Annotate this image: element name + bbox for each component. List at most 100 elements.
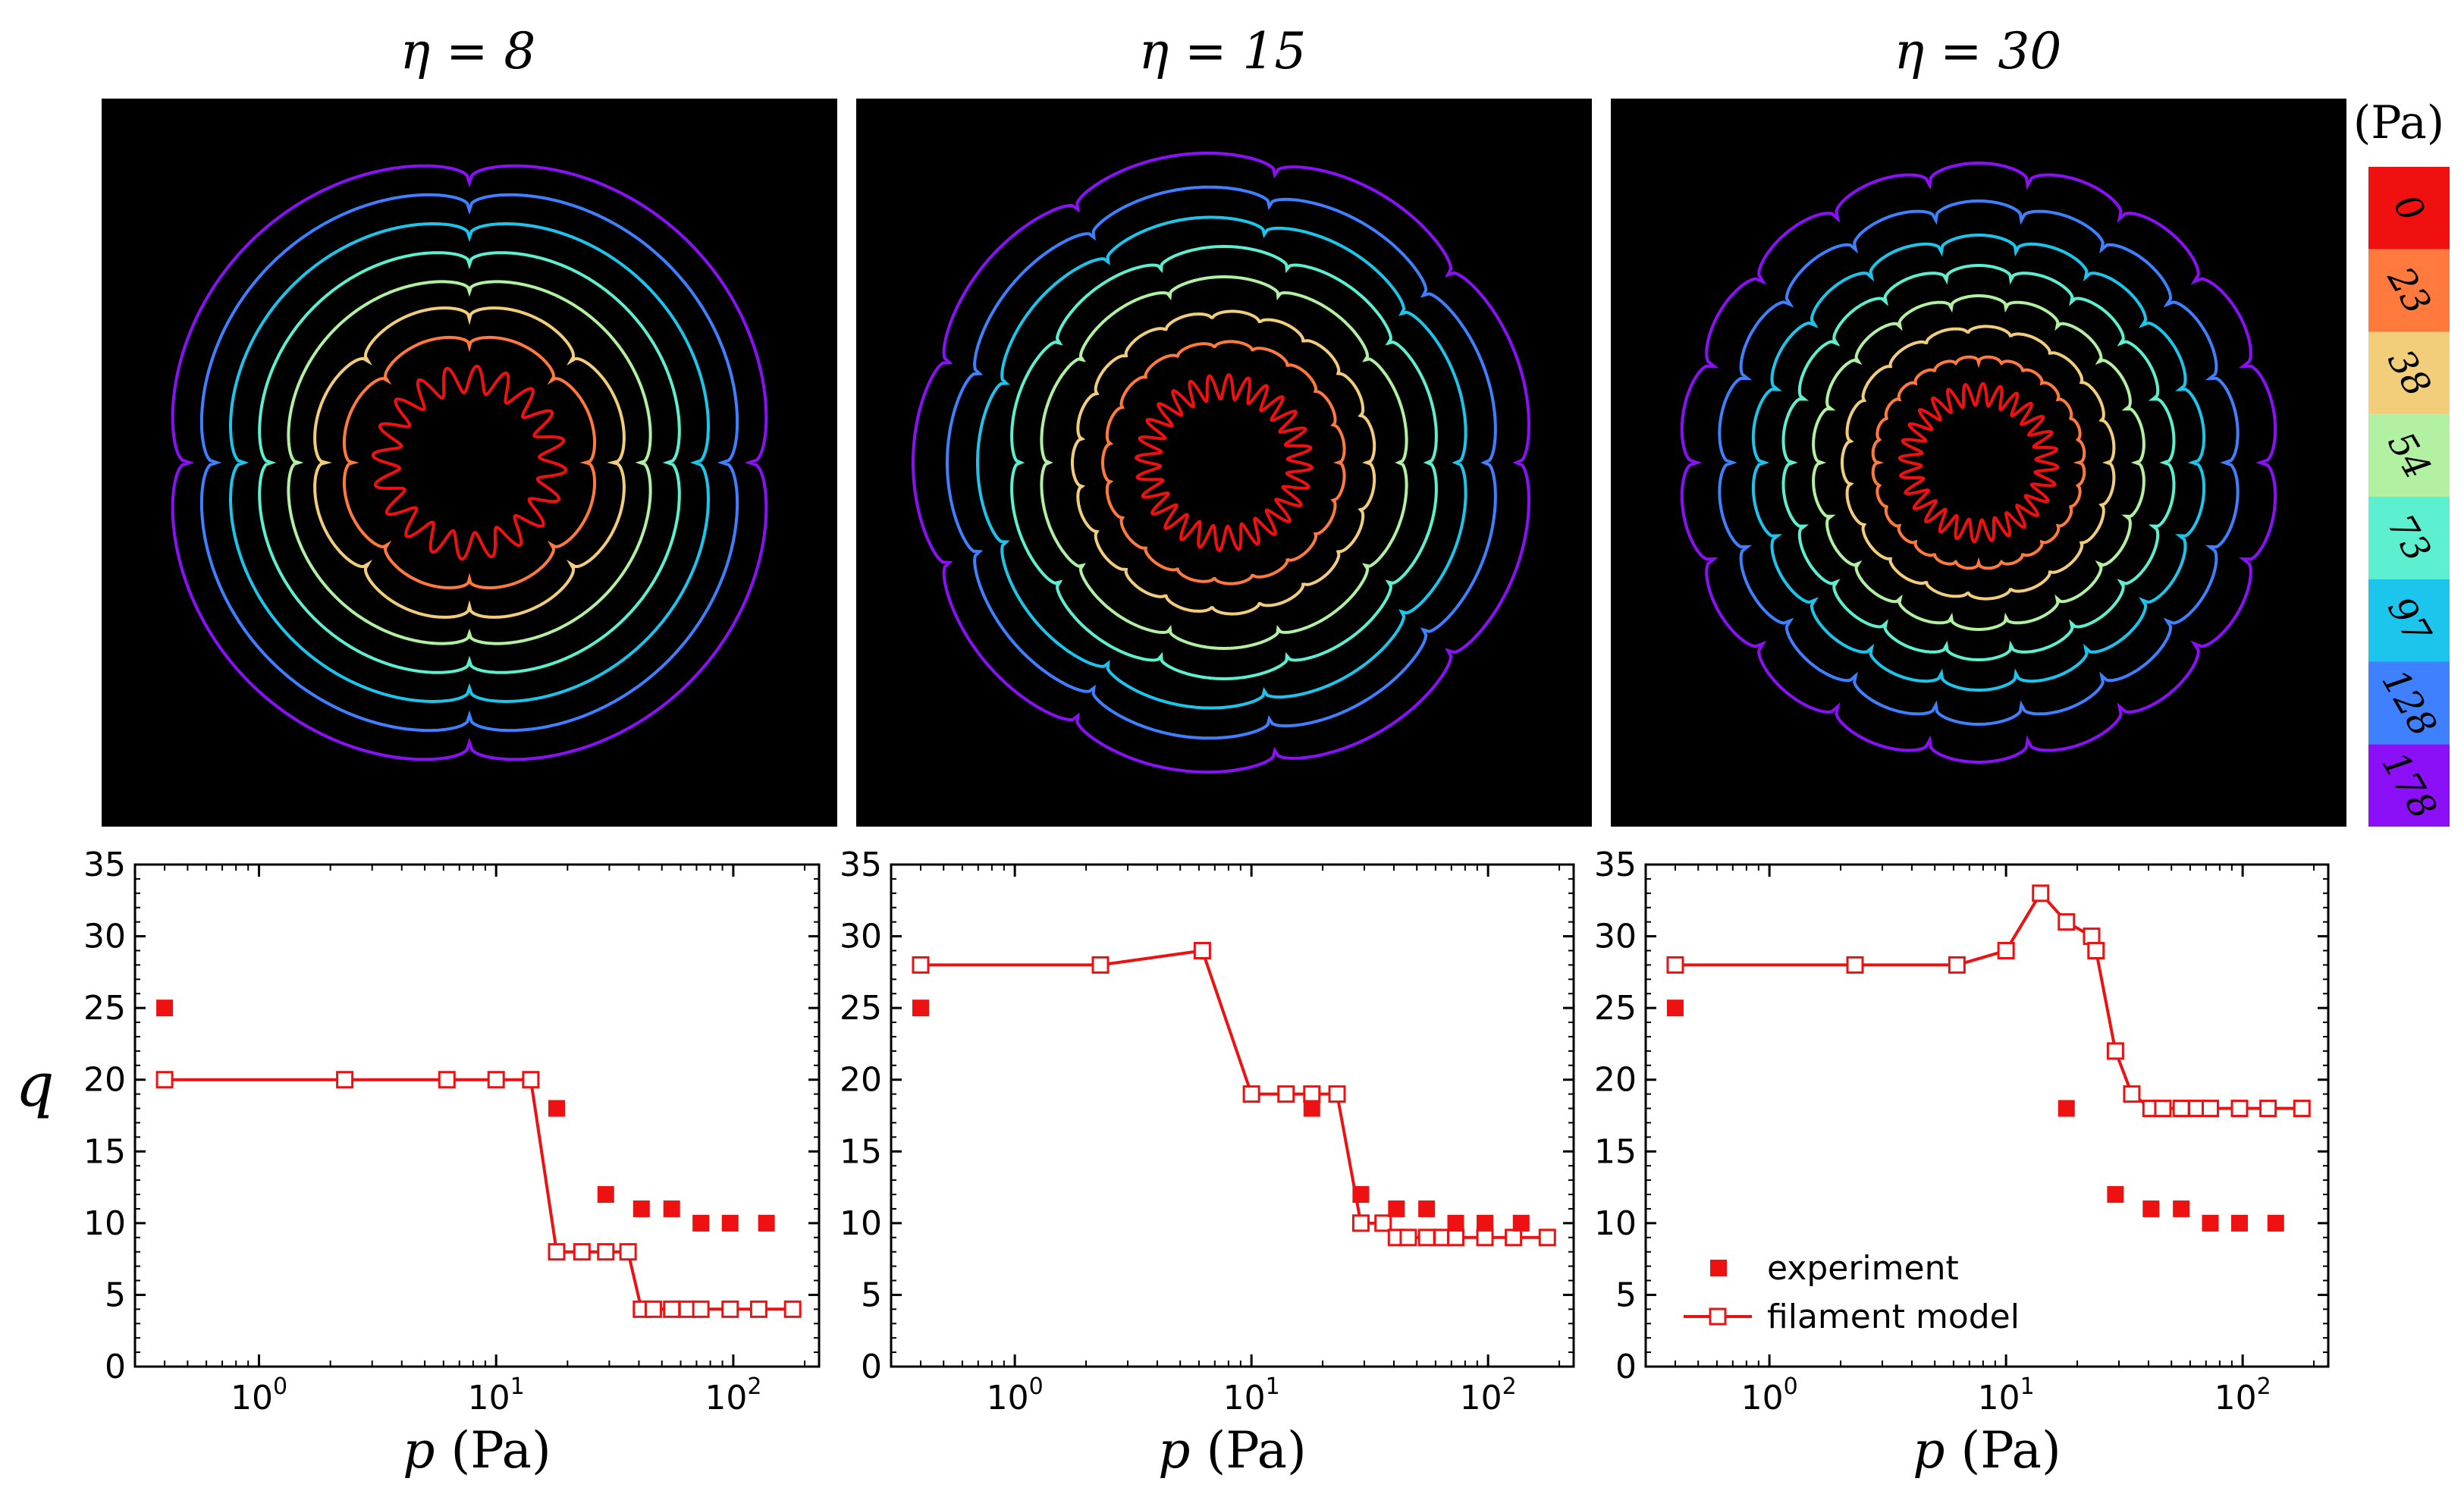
x-axis-label: p (Pa): [1158, 1421, 1307, 1480]
y-tick-label: 0: [861, 1348, 882, 1386]
x-tick-label: 101: [468, 1373, 525, 1417]
filament-contour: [1010, 245, 1438, 680]
image-panel-eta-15: [856, 99, 1592, 827]
filament-contour: [1101, 340, 1346, 585]
y-tick-label: 30: [840, 918, 882, 956]
experiment-point: [1512, 1214, 1530, 1232]
y-tick-label: 5: [105, 1276, 126, 1314]
y-axis-label: q: [15, 1050, 54, 1120]
filament-contour: [171, 164, 768, 761]
filament-contour: [1897, 381, 2060, 544]
experiment-point: [721, 1214, 739, 1232]
filament-model-point: [2058, 913, 2076, 931]
experiment-point: [632, 1200, 650, 1217]
filament-contour: [229, 222, 710, 703]
experiment-point: [2107, 1186, 2124, 1204]
colorbar-swatch: [2368, 497, 2450, 579]
x-axis-label: p (Pa): [1913, 1421, 2061, 1480]
filament-model-point: [2123, 1085, 2141, 1103]
experiment-point: [912, 1000, 929, 1017]
filament-model-point: [1417, 1229, 1436, 1247]
filament-contour: [976, 215, 1467, 710]
panel-title-eta-15: η = 15: [1139, 22, 1307, 80]
filament-model-point: [336, 1071, 354, 1089]
filament-model-point: [155, 1071, 174, 1089]
legend-label-filament: filament model: [1767, 1298, 2020, 1336]
colorbar-swatch: [2368, 661, 2450, 745]
y-tick-label: 25: [83, 989, 126, 1028]
filament-model-point: [721, 1300, 739, 1318]
y-tick-label: 10: [840, 1204, 882, 1243]
y-tick-label: 35: [840, 846, 882, 884]
filament-model-point: [522, 1071, 540, 1089]
experiment-point: [1477, 1214, 1494, 1232]
y-tick-label: 20: [1594, 1061, 1637, 1100]
colorbar-swatch: [2368, 167, 2450, 250]
y-tick-label: 15: [1594, 1132, 1637, 1171]
experiment-point: [692, 1214, 710, 1232]
filament-model-point: [2154, 1100, 2172, 1118]
filament-model-point: [548, 1243, 566, 1261]
filament-rings: [171, 164, 768, 761]
x-tick-label: 102: [2214, 1373, 2271, 1417]
filament-contour: [946, 185, 1497, 740]
filament-model-point: [2087, 941, 2105, 959]
y-tick-label: 0: [1615, 1348, 1637, 1386]
filament-model-point: [2293, 1100, 2311, 1118]
image-panel-eta-30: [1611, 99, 2346, 827]
experiment-point: [597, 1186, 614, 1204]
filament-model-point: [2032, 884, 2050, 902]
y-tick-label: 5: [861, 1276, 882, 1314]
y-tick-label: 20: [83, 1061, 126, 1100]
filament-model-point: [692, 1300, 710, 1318]
filament-contour: [1841, 325, 2116, 601]
colorbar-swatch: [2368, 744, 2450, 827]
legend-label-experiment: experiment: [1767, 1249, 1959, 1288]
filament-model-point: [2201, 1100, 2219, 1118]
experiment-point: [2058, 1100, 2075, 1117]
filament-model-point: [1948, 956, 1966, 974]
filament-model-point: [663, 1300, 681, 1318]
filament-model-point: [1997, 941, 2015, 959]
y-tick-label: 10: [1594, 1204, 1637, 1243]
filament-model-point: [783, 1300, 802, 1318]
filament-model-point: [438, 1071, 456, 1089]
axes-frame: [133, 863, 821, 1368]
filament-model-point: [1303, 1085, 1321, 1103]
x-tick-label: 101: [1978, 1373, 2035, 1417]
x-tick-label: 100: [987, 1373, 1044, 1417]
filament-model-point: [2259, 1100, 2277, 1118]
colorbar-swatch: [2368, 331, 2450, 415]
y-tick-label: 15: [840, 1132, 882, 1171]
y-tick-label: 25: [1594, 989, 1637, 1028]
filament-contour: [1871, 355, 2086, 570]
filament-contour: [258, 251, 681, 674]
experiment-point: [548, 1100, 566, 1117]
filament-rings: [912, 151, 1530, 774]
filament-model-point: [2083, 927, 2101, 946]
experiment-point: [1303, 1100, 1320, 1117]
scatter-plot-eta-8: 0 5 10 15 20 25 30 35 100 101 102 p (Pa): [83, 846, 821, 1480]
filament-model-line: [165, 1078, 793, 1311]
filament-model-point: [1277, 1085, 1295, 1103]
filament-model-line: [1675, 890, 2302, 1110]
filament-model-point: [1193, 941, 1211, 959]
legend-marker-filament: [1709, 1307, 1727, 1326]
y-tick-label: 30: [83, 918, 126, 956]
y-tick-label: 20: [840, 1061, 882, 1100]
filament-rings: [1680, 162, 2277, 764]
filament-model-point: [2230, 1100, 2249, 1118]
colorbar-swatch: [2368, 414, 2450, 497]
experiment-point: [2173, 1200, 2190, 1217]
y-tick-label: 25: [840, 989, 882, 1028]
colorbar-swatch: [2368, 579, 2450, 662]
x-axis-label: p (Pa): [403, 1421, 551, 1480]
filament-model-point: [749, 1300, 767, 1318]
filament-contour: [199, 193, 739, 733]
y-tick-label: 5: [1615, 1276, 1637, 1314]
filament-contour: [1040, 275, 1408, 650]
filament-model-point: [2106, 1042, 2124, 1060]
x-tick-label: 101: [1223, 1373, 1280, 1417]
